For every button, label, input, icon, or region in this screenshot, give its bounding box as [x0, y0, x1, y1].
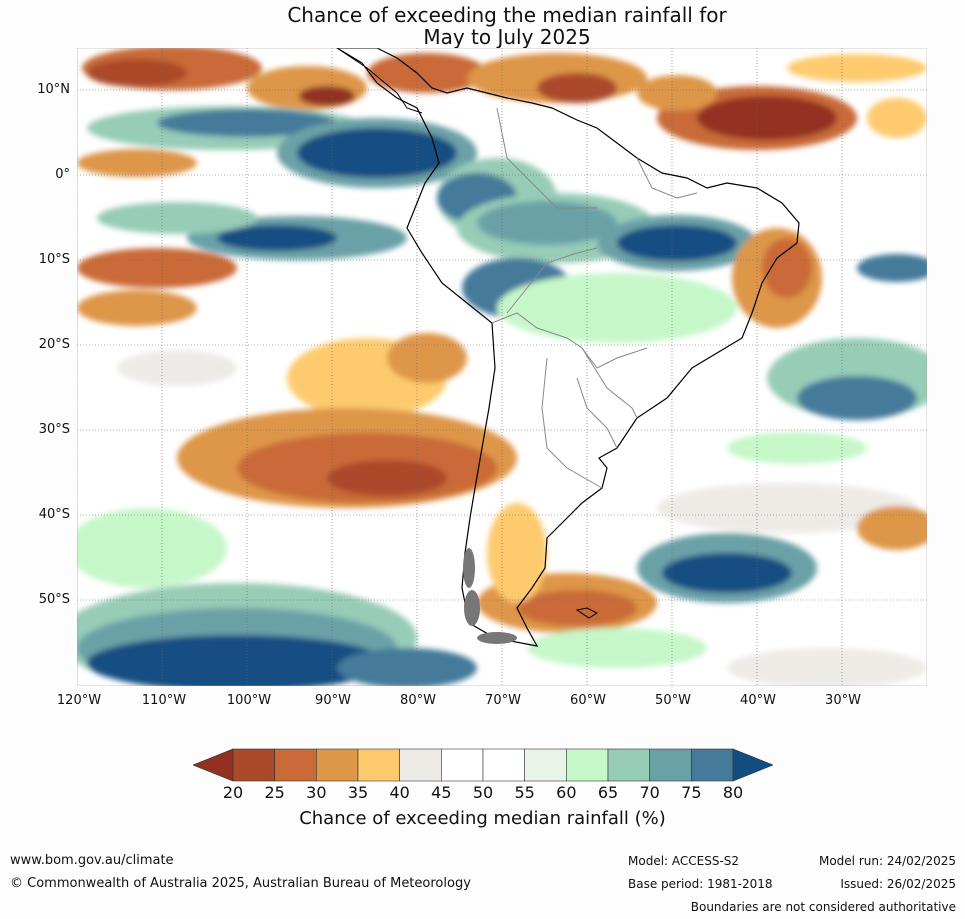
- colorbar-tick-label: 55: [514, 783, 535, 802]
- lon-label-120w: 120°W: [56, 693, 102, 708]
- colorbar-arrow-high: [732, 748, 773, 782]
- footer-disclaimer: Boundaries are not considered authoritat…: [690, 900, 956, 914]
- central-america-coastline: [336, 48, 423, 114]
- colorbar-tick-label: 40: [389, 783, 410, 802]
- colorbar-cell: [524, 748, 567, 782]
- title-line-1: Chance of exceeding the median rainfall …: [287, 3, 727, 27]
- colorbar-tick-label: 75: [681, 783, 702, 802]
- colorbar-tick-label: 35: [347, 783, 369, 802]
- lat-label-40s: 40°S: [38, 507, 70, 522]
- lon-label-60w: 60°W: [570, 693, 606, 708]
- colorbar-cell: [441, 748, 484, 782]
- rainfall-map: [77, 48, 927, 686]
- country-borders: [491, 107, 698, 489]
- colorbar-arrow-low: [193, 748, 234, 782]
- colorbar-cell: [691, 748, 734, 782]
- lat-label-0: 0°: [55, 167, 70, 182]
- lon-label-30w: 30°W: [825, 693, 861, 708]
- map-title: Chance of exceeding the median rainfall …: [0, 4, 965, 48]
- colorbar-cell: [357, 748, 400, 782]
- lat-label-10s: 10°S: [38, 252, 70, 267]
- footer-copyright: © Commonwealth of Australia 2025, Austra…: [10, 876, 471, 891]
- lat-label-20s: 20°S: [38, 337, 70, 352]
- colorbar-tick-label: 30: [306, 783, 327, 802]
- colorbar-cell: [649, 748, 692, 782]
- colorbar-cell: [399, 748, 442, 782]
- lon-label-70w: 70°W: [485, 693, 521, 708]
- footer-model: Model: ACCESS-S2: [628, 854, 740, 868]
- lon-label-80w: 80°W: [400, 693, 436, 708]
- colorbar-tick-label: 80: [722, 783, 744, 802]
- footer-base-period: Base period: 1981-2018: [628, 877, 773, 891]
- colorbar-cell: [316, 748, 359, 782]
- lat-label-30s: 30°S: [38, 422, 70, 437]
- lon-label-90w: 90°W: [315, 693, 351, 708]
- falkland-islands: [575, 607, 599, 619]
- colorbar-tick-label: 65: [597, 783, 619, 802]
- chile-archipelago: [463, 548, 517, 644]
- colorbar-cell: [274, 748, 317, 782]
- map-canvas: [77, 48, 927, 686]
- colorbar-cell: [566, 748, 609, 782]
- colorbar-tick-label: 20: [222, 783, 244, 802]
- colorbar-tick-label: 70: [639, 783, 660, 802]
- colorbar: [193, 748, 773, 782]
- colorbar-tick-label: 60: [556, 783, 577, 802]
- colorbar-tick-label: 50: [472, 783, 494, 802]
- lon-label-50w: 50°W: [655, 693, 691, 708]
- colorbar-cell: [232, 748, 275, 782]
- footer-model-run: Model run: 24/02/2025: [818, 854, 956, 868]
- colorbar-cell: [482, 748, 525, 782]
- lat-label-10n: 10°N: [37, 82, 70, 97]
- colorbar-tick-label: 25: [264, 783, 285, 802]
- colorbar-cell: [607, 748, 650, 782]
- south-america-coastline: [335, 48, 800, 647]
- colorbar-tick-label: 45: [431, 783, 452, 802]
- graticule: [77, 48, 927, 686]
- footer-url[interactable]: www.bom.gov.au/climate: [10, 853, 174, 868]
- lon-label-100w: 100°W: [226, 693, 272, 708]
- lon-label-40w: 40°W: [740, 693, 776, 708]
- title-line-2: May to July 2025: [423, 25, 591, 49]
- lon-label-110w: 110°W: [141, 693, 187, 708]
- footer-issued: Issued: 26/02/2025: [840, 877, 956, 891]
- colorbar-label: Chance of exceeding median rainfall (%): [299, 808, 666, 829]
- lat-label-50s: 50°S: [38, 592, 70, 607]
